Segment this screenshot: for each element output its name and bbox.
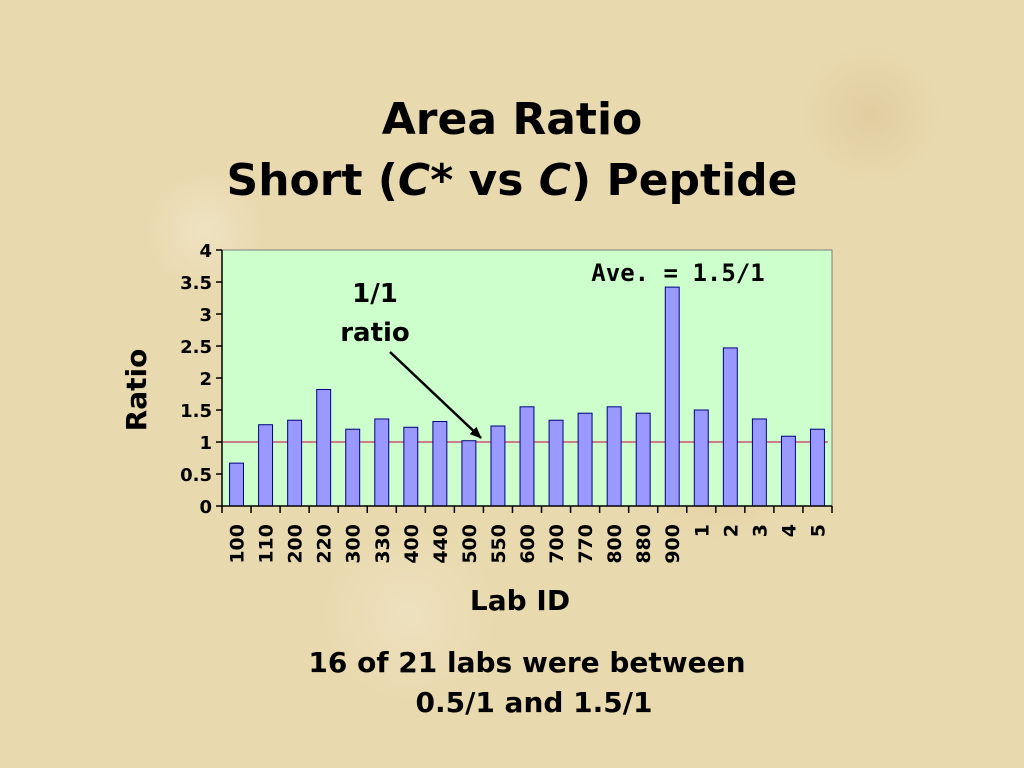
bar <box>461 440 477 507</box>
y-tick-label: 1 <box>199 433 212 454</box>
x-tick-label: 400 <box>401 524 423 564</box>
bar <box>693 409 709 507</box>
title-part-pre: Short ( <box>226 155 398 206</box>
title-part-mid: vs <box>453 155 539 206</box>
bar <box>258 424 274 507</box>
bar <box>780 435 796 507</box>
x-tick-label: 880 <box>633 524 655 564</box>
y-tick-label: 2 <box>199 369 212 390</box>
bar <box>229 462 244 507</box>
x-tick-label: 3 <box>749 524 771 537</box>
bar <box>664 286 680 507</box>
y-tick-label: 1.5 <box>180 401 212 422</box>
x-tick-label: 300 <box>343 524 365 564</box>
bar <box>316 389 332 507</box>
area-ratio-chart: 0 0.5 1 1.5 2 2.5 3 3.5 4 100 110 200 220 300 330 400 4… <box>120 241 833 617</box>
x-tick-label: 900 <box>662 524 684 564</box>
y-axis-label: Ratio <box>120 349 153 432</box>
bar <box>374 418 390 507</box>
x-tick-label: 5 <box>807 524 829 537</box>
y-tick-label: 0.5 <box>180 465 212 486</box>
ratio-annotation-line1: 1/1 <box>352 279 398 309</box>
x-tick-label: 2 <box>720 524 742 537</box>
bar <box>490 425 506 507</box>
bar <box>519 406 535 507</box>
x-tick-label: 330 <box>372 524 394 564</box>
title-c: C <box>538 155 572 206</box>
bar <box>722 347 738 507</box>
ratio-annotation-line2: ratio <box>340 318 410 348</box>
bar <box>635 412 651 507</box>
x-tick-label: 200 <box>285 524 307 564</box>
x-tick-label: 1 <box>691 524 713 537</box>
x-tick-label: 700 <box>546 524 568 564</box>
footer-line1: 16 of 21 labs were between <box>308 646 746 679</box>
x-tick-label: 4 <box>778 524 800 537</box>
bar <box>287 419 303 507</box>
x-tick-label: 220 <box>314 524 336 564</box>
footer-line2: 0.5/1 and 1.5/1 <box>415 686 653 719</box>
average-annotation: Ave. = 1.5/1 <box>591 259 764 287</box>
bar <box>751 418 767 507</box>
x-tick-label: 600 <box>517 524 539 564</box>
bar <box>577 412 593 507</box>
x-tick-label: 800 <box>604 524 626 564</box>
x-tick-label: 770 <box>575 524 597 564</box>
slide-title-line1: Area Ratio <box>381 94 643 145</box>
bar <box>345 428 361 507</box>
x-tick-label: 100 <box>227 524 249 564</box>
x-tick-label: 500 <box>459 524 481 564</box>
bar <box>403 426 419 507</box>
x-tick-label: 110 <box>256 524 278 564</box>
title-c-star: C* <box>397 155 454 206</box>
annotation-arrow <box>389 351 482 439</box>
y-tick-label: 4 <box>199 241 212 262</box>
x-axis-label: Lab ID <box>470 584 570 617</box>
y-tick-label: 3 <box>199 305 212 326</box>
y-tick-label: 3.5 <box>180 273 212 294</box>
bar <box>606 406 622 507</box>
title-part-post: ) Peptide <box>571 155 798 206</box>
x-tick-label: 550 <box>488 524 510 564</box>
y-tick-label: 2.5 <box>180 337 212 358</box>
bar <box>432 421 448 507</box>
y-tick-label: 0 <box>199 497 212 518</box>
slide-title-line2: Short (C* vs C) Peptide <box>0 152 1024 210</box>
bar <box>810 428 825 507</box>
x-tick-label: 440 <box>430 524 452 564</box>
bar <box>548 419 564 507</box>
